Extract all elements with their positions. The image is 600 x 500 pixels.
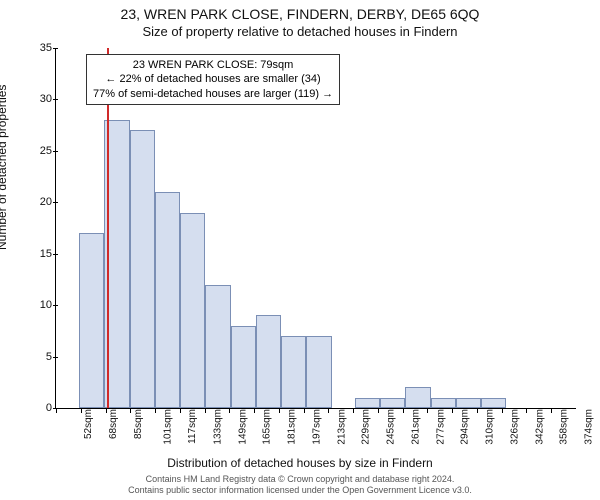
x-tick-mark	[328, 408, 329, 413]
x-tick-mark	[180, 408, 181, 413]
histogram-bar	[306, 336, 331, 408]
x-tick-mark	[452, 408, 453, 413]
annotation-line3: 77% of semi-detached houses are larger (…	[93, 87, 333, 101]
y-tick: 30	[22, 93, 52, 105]
histogram-bar	[180, 213, 205, 408]
x-tick-label: 181sqm	[287, 409, 298, 445]
histogram-bar	[231, 326, 256, 408]
x-tick-label: 165sqm	[262, 409, 273, 445]
x-tick-label: 277sqm	[435, 409, 446, 445]
x-tick-mark	[378, 408, 379, 413]
x-tick-mark	[304, 408, 305, 413]
histogram-bar	[405, 387, 430, 408]
x-tick-mark	[353, 408, 354, 413]
x-tick-label: 294sqm	[460, 409, 471, 445]
histogram-bar	[205, 285, 230, 408]
x-tick-label: 117sqm	[187, 409, 198, 444]
footer-attribution: Contains HM Land Registry data © Crown c…	[0, 474, 600, 496]
x-tick-label: 374sqm	[584, 409, 595, 445]
chart-title-line2: Size of property relative to detached ho…	[0, 24, 600, 39]
x-tick-label: 52sqm	[83, 409, 94, 439]
x-tick-label: 310sqm	[485, 409, 496, 445]
histogram-bar	[79, 233, 104, 408]
histogram-bar	[380, 398, 405, 408]
histogram-bar	[130, 130, 155, 408]
y-tick: 0	[22, 402, 52, 414]
chart-container: 23, WREN PARK CLOSE, FINDERN, DERBY, DE6…	[0, 0, 600, 500]
x-tick-label: 133sqm	[212, 409, 223, 445]
x-tick-mark	[279, 408, 280, 413]
histogram-bar	[256, 315, 281, 408]
x-tick-mark	[254, 408, 255, 413]
footer-line1: Contains HM Land Registry data © Crown c…	[0, 474, 600, 485]
x-tick-label: 68sqm	[108, 409, 119, 439]
x-tick-label: 149sqm	[237, 409, 248, 445]
histogram-bar	[481, 398, 506, 408]
x-tick-label: 197sqm	[311, 409, 322, 445]
x-tick-mark	[477, 408, 478, 413]
y-tick: 10	[22, 299, 52, 311]
x-tick-mark	[56, 408, 57, 413]
x-tick-mark	[81, 408, 82, 413]
x-tick-mark	[229, 408, 230, 413]
histogram-bar	[155, 192, 180, 408]
x-tick-mark	[130, 408, 131, 413]
x-axis-label: Distribution of detached houses by size …	[0, 456, 600, 470]
y-axis-label: Number of detached properties	[0, 85, 9, 250]
x-tick-label: 326sqm	[510, 409, 521, 445]
annotation-box: 23 WREN PARK CLOSE: 79sqm ← 22% of detac…	[86, 54, 340, 105]
histogram-bar	[431, 398, 456, 408]
x-tick-label: 85sqm	[133, 409, 144, 439]
chart-title-line1: 23, WREN PARK CLOSE, FINDERN, DERBY, DE6…	[0, 6, 600, 22]
y-tick: 20	[22, 196, 52, 208]
x-tick-mark	[427, 408, 428, 413]
annotation-line2: ← 22% of detached houses are smaller (34…	[93, 72, 333, 86]
histogram-bar	[456, 398, 481, 408]
plot-area: 23 WREN PARK CLOSE: 79sqm ← 22% of detac…	[55, 48, 576, 409]
x-tick-mark	[502, 408, 503, 413]
y-tick: 5	[22, 351, 52, 363]
x-tick-label: 358sqm	[559, 409, 570, 445]
x-tick-label: 245sqm	[386, 409, 397, 445]
x-tick-mark	[526, 408, 527, 413]
histogram-bar	[355, 398, 380, 408]
y-tick: 35	[22, 42, 52, 54]
annotation-line1: 23 WREN PARK CLOSE: 79sqm	[93, 58, 333, 72]
histogram-bar	[281, 336, 306, 408]
x-tick-label: 229sqm	[361, 409, 372, 445]
x-tick-mark	[205, 408, 206, 413]
x-tick-label: 342sqm	[534, 409, 545, 445]
x-tick-mark	[155, 408, 156, 413]
footer-line2: Contains public sector information licen…	[0, 485, 600, 496]
x-tick-label: 261sqm	[410, 409, 421, 445]
y-tick: 25	[22, 145, 52, 157]
x-tick-mark	[106, 408, 107, 413]
x-tick-label: 101sqm	[163, 409, 174, 445]
x-tick-mark	[403, 408, 404, 413]
x-tick-label: 213sqm	[336, 409, 347, 445]
y-tick: 15	[22, 248, 52, 260]
x-tick-mark	[551, 408, 552, 413]
